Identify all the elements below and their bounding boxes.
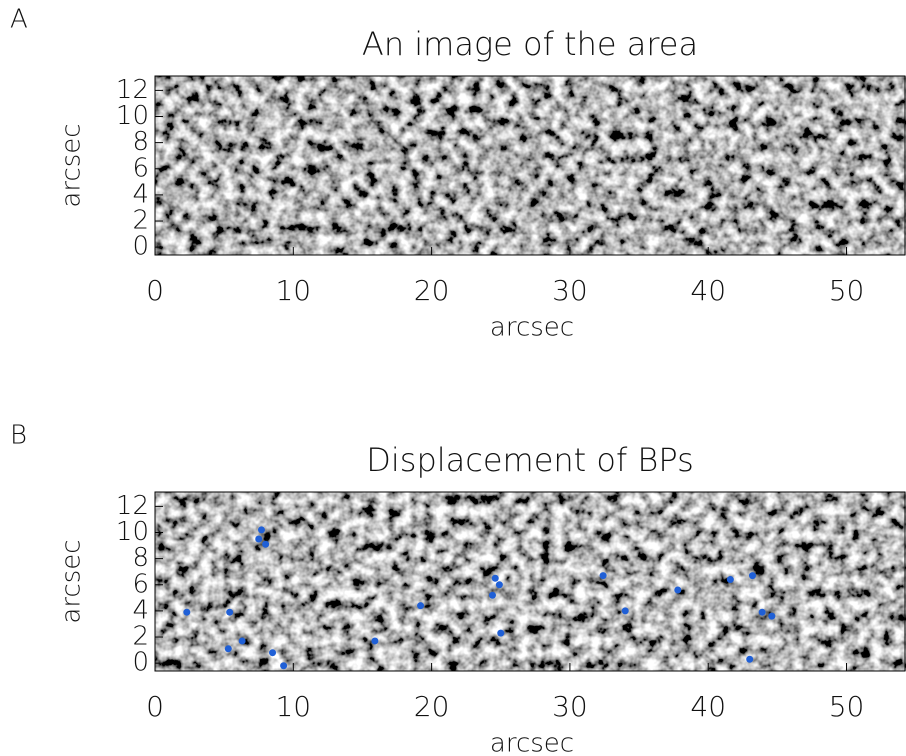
bright-point	[495, 581, 503, 589]
bright-point	[768, 612, 776, 620]
panel-label: B	[10, 421, 27, 451]
y-axis-label: arcsec	[57, 539, 87, 623]
y-tick-label: 2	[132, 622, 149, 652]
x-tick-label: 20	[414, 274, 450, 307]
bright-point	[257, 526, 265, 534]
y-tick-label: 10	[116, 101, 149, 131]
x-tick-label: 50	[829, 690, 865, 723]
y-tick-label: 6	[132, 153, 149, 183]
bright-point	[726, 576, 734, 584]
y-tick-label: 4	[132, 595, 149, 625]
x-tick-label: 50	[829, 274, 865, 307]
y-tick-label: 6	[132, 569, 149, 599]
bright-point	[417, 602, 425, 610]
bright-point	[280, 662, 288, 670]
x-tick-label: 30	[552, 274, 588, 307]
bright-point	[746, 655, 754, 663]
y-tick-label: 4	[132, 179, 149, 209]
bright-point	[621, 607, 629, 615]
bright-point	[255, 535, 263, 543]
y-tick-label: 2	[132, 206, 149, 236]
chart-title: An image of the area	[362, 25, 698, 63]
granulation-image	[155, 76, 906, 255]
y-tick-label: 0	[132, 648, 149, 678]
bright-point	[269, 649, 277, 657]
y-tick-label: 8	[132, 127, 149, 157]
granulation-image	[155, 492, 906, 671]
panel-label: A	[10, 5, 28, 35]
x-tick-label: 40	[690, 690, 726, 723]
x-axis-label: arcsec	[490, 313, 574, 343]
bright-point	[183, 608, 191, 616]
bright-point	[262, 540, 270, 548]
x-tick-label: 20	[414, 690, 450, 723]
plot-frame	[154, 75, 906, 256]
x-tick-label: 40	[690, 274, 726, 307]
plot-frame	[154, 491, 906, 672]
bright-point	[491, 574, 499, 582]
bright-point	[497, 629, 505, 637]
y-axis-label: arcsec	[57, 123, 87, 207]
bright-point	[674, 586, 682, 594]
bright-point	[224, 645, 232, 653]
bright-point	[748, 572, 756, 580]
bright-point	[226, 608, 234, 616]
bright-point	[758, 608, 766, 616]
bright-point	[599, 572, 607, 580]
y-tick-label: 0	[132, 232, 149, 262]
bright-point	[238, 637, 246, 645]
x-tick-label: 0	[146, 274, 164, 307]
y-tick-label: 10	[116, 517, 149, 547]
y-tick-label: 12	[116, 491, 149, 521]
x-tick-label: 30	[552, 690, 588, 723]
x-axis-label: arcsec	[490, 729, 574, 756]
bright-point	[488, 591, 496, 599]
y-tick-label: 12	[116, 75, 149, 105]
y-tick-label: 8	[132, 543, 149, 573]
x-tick-label: 10	[275, 274, 311, 307]
chart-title: Displacement of BPs	[366, 441, 694, 479]
x-tick-label: 10	[275, 690, 311, 723]
bright-point	[371, 637, 379, 645]
x-tick-label: 0	[146, 690, 164, 723]
